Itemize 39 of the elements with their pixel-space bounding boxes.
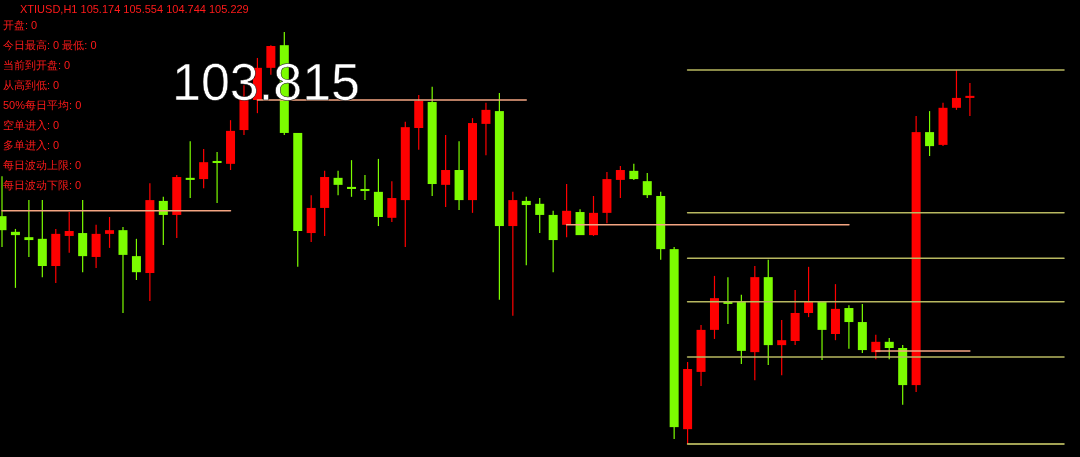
candlestick: [884, 337, 894, 360]
candlestick: [588, 195, 598, 237]
candlestick: [535, 197, 545, 234]
annotation: 多单进入: 0: [3, 139, 60, 151]
candlestick: [333, 170, 343, 196]
annotation: 从高到低: 0: [3, 79, 60, 91]
annotation: 50%每日平均: 0: [3, 99, 82, 111]
candlestick: [212, 151, 222, 204]
candlestick: [642, 172, 652, 199]
text: 开盘: 0: [3, 19, 38, 31]
candlestick: [562, 183, 572, 238]
candlestick: [521, 196, 531, 266]
candlestick: [615, 165, 625, 199]
candlestick: [347, 159, 357, 198]
candlestick: [10, 228, 20, 289]
candlestick: [105, 216, 115, 249]
candlestick: [78, 199, 88, 273]
candlestick: [481, 102, 491, 156]
candlestick: [844, 304, 854, 350]
chart-title: XTIUSD,H1 105.174 105.554 104.744 105.229: [20, 3, 249, 15]
candlestick: [804, 266, 814, 318]
candlestick: [951, 69, 961, 111]
candlestick: [965, 82, 975, 117]
candlestick: [185, 140, 195, 199]
candlestick: [441, 134, 451, 208]
candlestick: [360, 174, 370, 201]
candlestick: [64, 211, 74, 254]
candlestick: [24, 199, 34, 258]
candlestick: [387, 180, 397, 223]
candlestick: [777, 319, 787, 376]
candlestick: [91, 224, 101, 269]
candlestick: [131, 238, 141, 281]
annotation: 每日波动上限: 0: [3, 159, 82, 171]
candlestick: [925, 110, 935, 157]
annotation: 当前到开盘: 0: [3, 59, 71, 71]
annotation: 今日最高: 0 最低: 0: [3, 39, 97, 51]
annotation: 空单进入: 0: [3, 119, 60, 131]
annotation: 每日波动下限: 0: [3, 179, 82, 191]
candlestick: [199, 148, 209, 189]
